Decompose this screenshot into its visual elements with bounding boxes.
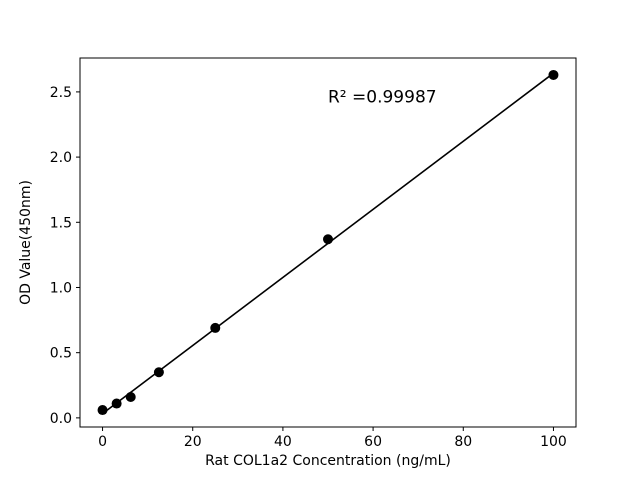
data-point xyxy=(153,367,164,378)
x-tick-label: 40 xyxy=(274,434,292,450)
x-tick-label: 60 xyxy=(364,434,382,450)
data-point xyxy=(97,405,108,416)
data-point xyxy=(548,69,559,80)
y-axis-label: OD Value(450nm) xyxy=(18,180,34,305)
y-tick-label: 0.5 xyxy=(50,346,72,362)
x-tick-label: 0 xyxy=(98,434,107,450)
x-tick-label: 100 xyxy=(540,434,567,450)
r-squared-annotation: R² =0.99987 xyxy=(328,87,437,107)
y-tick-label: 2.5 xyxy=(50,85,72,101)
data-point xyxy=(111,398,122,409)
x-axis-label: Rat COL1a2 Concentration (ng/mL) xyxy=(205,453,451,469)
y-tick-label: 1.0 xyxy=(50,280,72,296)
y-tick-label: 2.0 xyxy=(50,150,72,166)
axes-frame xyxy=(79,57,577,428)
data-point xyxy=(125,392,136,403)
data-point xyxy=(210,322,221,333)
y-tick-label: 0.0 xyxy=(50,411,72,427)
data-point xyxy=(323,234,333,245)
y-tick-label: 1.5 xyxy=(50,215,72,231)
x-tick-label: 20 xyxy=(184,434,202,450)
x-tick-label: 80 xyxy=(454,434,472,450)
